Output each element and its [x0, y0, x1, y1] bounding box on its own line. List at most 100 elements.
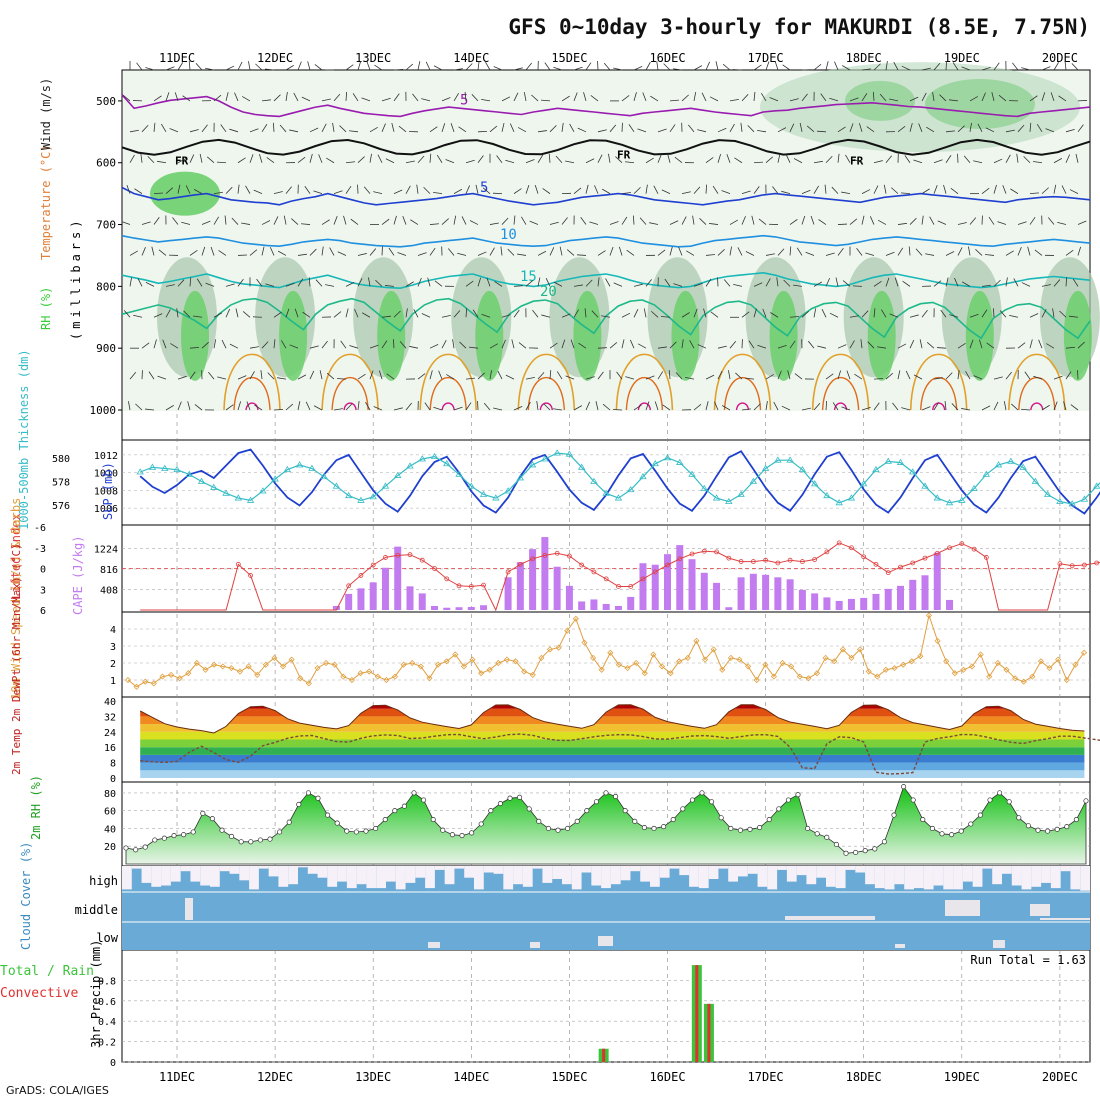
- wind-barb: [297, 278, 304, 287]
- rh-point: [747, 826, 753, 832]
- wind-barb: [877, 346, 887, 349]
- boundary-layer-contour: [1030, 402, 1044, 411]
- wind-barb: [945, 372, 953, 380]
- wind-speed-point: [193, 659, 200, 667]
- lifted-index-point: [677, 556, 683, 562]
- wind-barbs: [121, 60, 1088, 411]
- wind-barb: [748, 340, 755, 349]
- wind-barb: [897, 343, 907, 349]
- wind-barb: [542, 188, 551, 194]
- cape-bar: [627, 596, 635, 610]
- wind-barb: [689, 340, 695, 349]
- boundary-layer-contour: [932, 402, 946, 411]
- thickness-point: [774, 456, 782, 463]
- rh-point: [862, 848, 868, 854]
- li-tick-label: 6: [40, 606, 46, 617]
- cloud-high-gap: [1031, 866, 1042, 887]
- wind-barb: [177, 375, 187, 380]
- wind-barb: [494, 281, 503, 287]
- wind-barb: [660, 316, 671, 318]
- wind-barb: [285, 403, 294, 411]
- wind-barb: [532, 309, 539, 318]
- wind-barb: [954, 277, 959, 287]
- wind-barb: [637, 128, 647, 133]
- wind-barb: [566, 249, 575, 256]
- wind-barb: [773, 401, 779, 411]
- rh-point: [344, 828, 350, 834]
- wind-barb: [904, 155, 911, 163]
- wind-barb: [489, 370, 492, 380]
- rh-blob: [671, 290, 700, 381]
- wind-barb: [584, 308, 587, 318]
- wind-barb: [369, 126, 378, 133]
- temperature-contour-label: 20: [540, 284, 557, 300]
- wind-barb: [885, 155, 892, 163]
- lifted-index-point: [873, 561, 879, 567]
- boundary-layer-contour: [1008, 353, 1066, 411]
- wind-barb: [345, 91, 348, 101]
- cloud-level-label: middle: [75, 903, 118, 917]
- wind-barb: [891, 187, 899, 194]
- wind-barb: [585, 279, 593, 287]
- wind-barb: [1058, 95, 1067, 102]
- rh-tick-label: 20: [104, 842, 116, 853]
- wind-barb: [537, 250, 547, 256]
- wind-barb: [781, 405, 791, 411]
- wind-barb: [513, 92, 519, 102]
- wind-speed-point: [788, 663, 795, 670]
- wind-barb: [837, 370, 842, 380]
- wind-barb: [405, 402, 412, 411]
- temperature-contour: [121, 297, 1091, 340]
- bottom-date-label: 19DEC: [944, 1070, 980, 1084]
- rh-ylabel: 2m RH (%): [29, 775, 43, 840]
- wind-barb: [1005, 154, 1011, 163]
- cape-tick-label: 816: [100, 565, 118, 576]
- wind-barb: [632, 215, 635, 225]
- wind-barb: [151, 246, 155, 256]
- lifted-index-point: [947, 545, 952, 551]
- rh-blob: [377, 290, 406, 381]
- wind-barb: [997, 221, 1007, 225]
- wind-barb: [729, 98, 739, 102]
- wind-barb: [625, 376, 635, 380]
- wind-barb: [273, 94, 281, 102]
- wind-speed-point: [719, 666, 726, 673]
- wind-barb: [283, 215, 287, 225]
- wind-barb: [816, 130, 827, 133]
- cloud-high-gap: [650, 866, 660, 887]
- wind-barb: [705, 157, 714, 164]
- cape-bar: [332, 605, 340, 610]
- wind-speed-point: [701, 656, 709, 663]
- temp-tick-label: 32: [104, 712, 116, 723]
- boundary-layer-contour: [343, 402, 357, 411]
- rh-point: [737, 827, 743, 833]
- wind-speed-point: [968, 663, 976, 670]
- wind-barb: [469, 220, 479, 225]
- wind-barb: [561, 217, 568, 225]
- thickness-point: [222, 489, 230, 496]
- wind-barb: [161, 123, 167, 133]
- wind-barb: [1029, 122, 1032, 132]
- slp-tick-label: 1006: [94, 504, 118, 515]
- wind-barb: [837, 126, 846, 133]
- wind-barb: [221, 339, 227, 349]
- wind-barb: [326, 372, 335, 380]
- wind-barb: [297, 156, 306, 164]
- wind-barb: [297, 61, 302, 71]
- wind-barb: [177, 184, 181, 194]
- cloud-high-gap: [806, 866, 817, 885]
- wind-speed-point: [960, 666, 967, 673]
- thickness-point: [823, 491, 831, 499]
- wind-barb: [578, 342, 587, 349]
- rh-point: [152, 837, 158, 843]
- wind-barb: [609, 342, 618, 349]
- temp-ylabel: 2m Temp 2m DewPt (6hr Min/Max) (°C): [10, 543, 23, 775]
- wind-barb: [688, 124, 695, 133]
- wind-barb: [753, 403, 761, 411]
- lifted-index-point: [358, 573, 364, 578]
- wind-barb: [189, 277, 192, 287]
- li-tick-label: 0: [40, 565, 46, 576]
- cloud-high-gap: [200, 866, 210, 886]
- wind-barb: [1021, 282, 1031, 287]
- wind-barb: [615, 156, 623, 164]
